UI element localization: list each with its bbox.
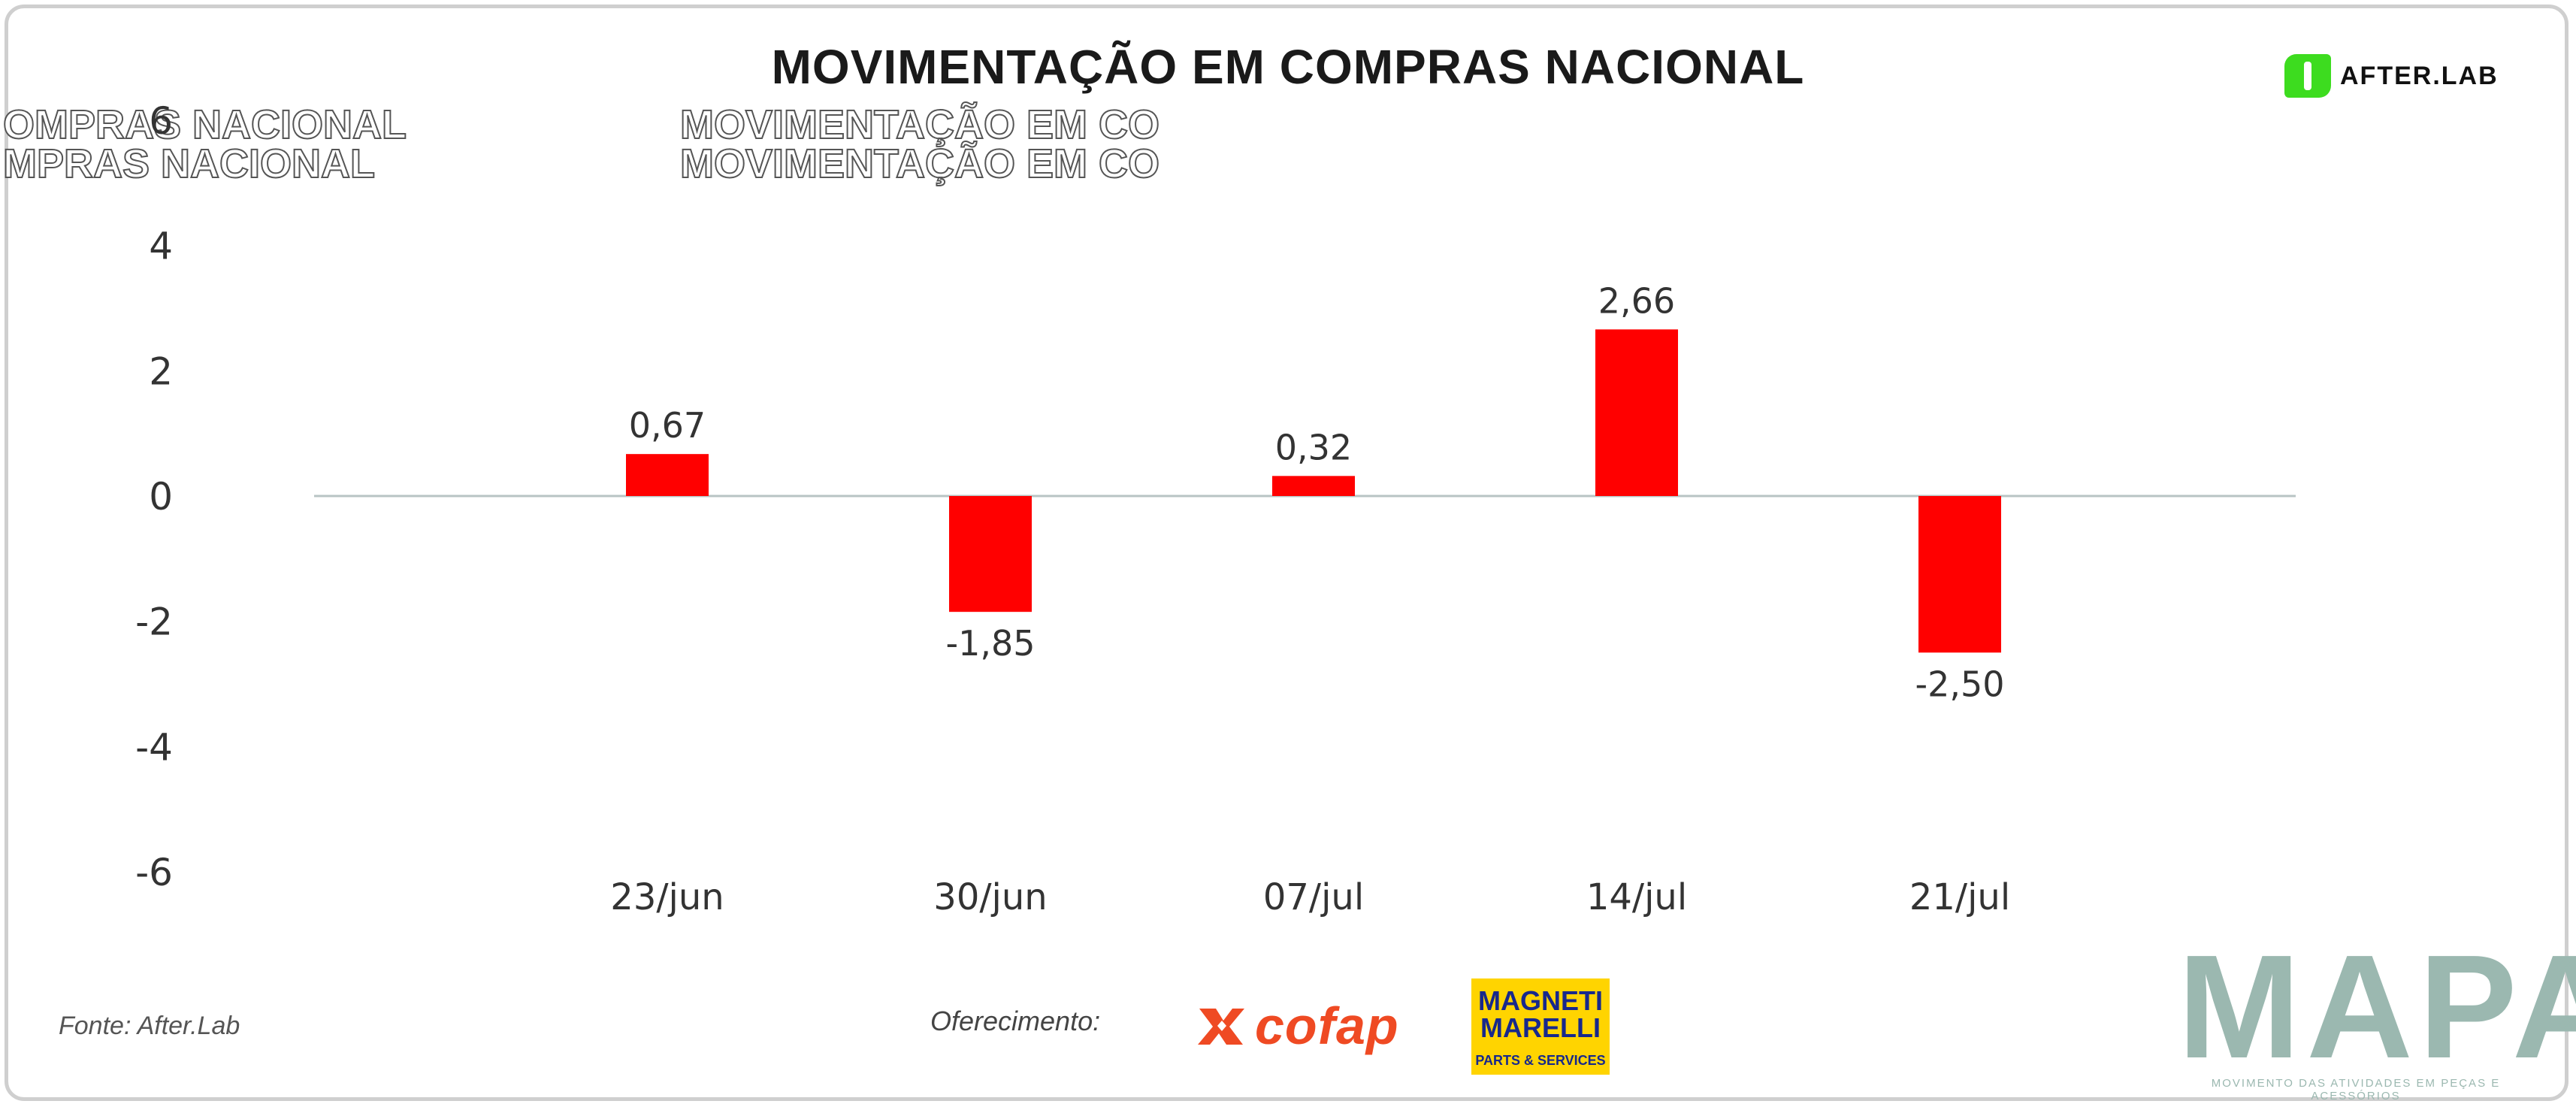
y-axis-ticks: 6 4 2 0 -2 -4 -6: [135, 99, 173, 894]
chart-frame: [5, 5, 2568, 1101]
magneti-line2: MARELLI: [1480, 1012, 1601, 1043]
ghost-line: OMPRAS NACIONAL: [2, 102, 407, 147]
mapa-wordmark: MAPA: [2178, 924, 2576, 1089]
data-label: 2,66: [1598, 280, 1675, 321]
bar: [1595, 329, 1678, 496]
ghost-title-mid: MOVIMENTAÇÃO EM CO MOVIMENTAÇÃO EM CO: [679, 102, 1160, 186]
x-tick-label: 30/jun: [933, 876, 1047, 918]
afterlab-mark-icon: [2284, 54, 2331, 98]
ghost-line: MOVIMENTAÇÃO EM CO: [679, 102, 1160, 147]
data-label: 0,67: [629, 405, 706, 446]
x-tick-label: 23/jun: [610, 876, 724, 918]
x-tick-label: 14/jul: [1586, 876, 1687, 918]
afterlab-logo: AFTER.LAB: [2284, 54, 2499, 98]
y-tick-label: 0: [149, 475, 173, 519]
cofap-x-icon: [1198, 1009, 1244, 1045]
ghost-line: MPRAS NACIONAL: [2, 141, 376, 186]
source-note: Fonte: After.Lab: [59, 1012, 240, 1040]
mapa-tagline: MOVIMENTO DAS ATIVIDADES EM PEÇAS E ACES…: [2211, 1077, 2501, 1102]
sponsor-label: Oferecimento:: [930, 1006, 1101, 1036]
data-label: -2,50: [1915, 664, 2004, 704]
ghost-title-left: OMPRAS NACIONAL MPRAS NACIONAL: [2, 102, 407, 186]
x-tick-label: 21/jul: [1909, 876, 2010, 918]
ghost-line: MOVIMENTAÇÃO EM CO: [679, 141, 1160, 186]
chart-title: MOVIMENTAÇÃO EM COMPRAS NACIONAL: [771, 40, 1805, 94]
bar: [1918, 496, 2001, 653]
magneti-marelli-logo: MAGNETI MARELLI PARTS & SERVICES: [1471, 978, 1610, 1075]
y-tick-label: 6: [149, 99, 173, 143]
bar: [949, 496, 1032, 612]
data-label: -1,85: [945, 623, 1035, 664]
afterlab-wordmark: AFTER.LAB: [2340, 61, 2499, 90]
y-tick-label: 2: [149, 349, 173, 393]
magneti-line3: PARTS & SERVICES: [1475, 1053, 1606, 1068]
cofap-wordmark: cofap: [1255, 997, 1399, 1055]
y-tick-label: -2: [135, 600, 173, 644]
data-label: 0,32: [1275, 427, 1352, 467]
y-tick-label: -4: [135, 725, 173, 769]
y-tick-label: -6: [135, 851, 173, 894]
cofap-logo: cofap: [1195, 996, 1399, 1056]
mapa-logo: MAPA MOVIMENTO DAS ATIVIDADES EM PEÇAS E…: [2178, 924, 2576, 1103]
bar: [1272, 476, 1355, 496]
x-axis-ticks: 23/jun 30/jun 07/jul 14/jul 21/jul: [610, 876, 2010, 918]
x-tick-label: 07/jul: [1263, 876, 1364, 918]
bars: 0,67 -1,85 0,32 2,66 -2,50: [626, 280, 2005, 704]
bar: [626, 454, 709, 496]
magneti-line1: MAGNETI: [1478, 985, 1603, 1016]
y-tick-label: 4: [149, 225, 173, 268]
